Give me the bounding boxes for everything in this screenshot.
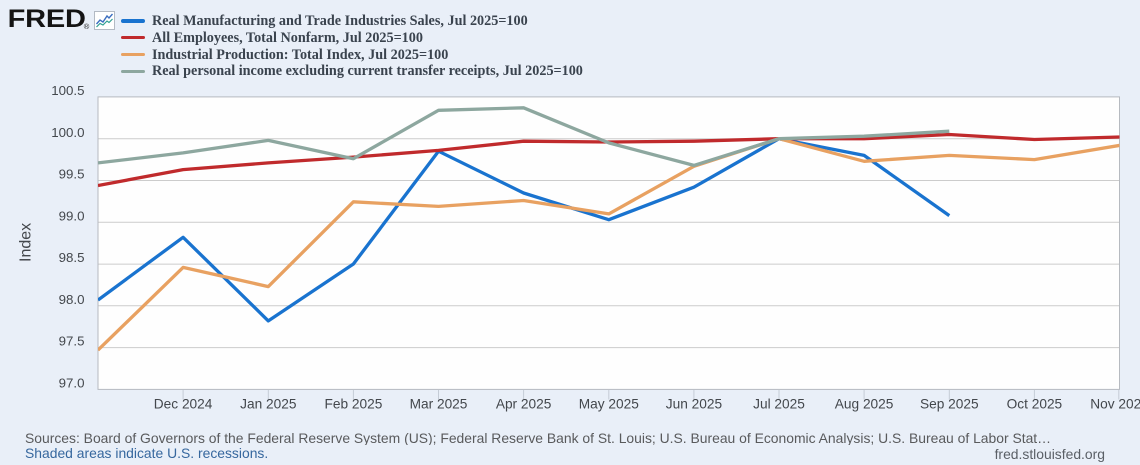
svg-text:98.0: 98.0 bbox=[59, 292, 85, 307]
svg-text:97.0: 97.0 bbox=[59, 376, 85, 391]
svg-text:Mar 2025: Mar 2025 bbox=[410, 397, 468, 412]
svg-text:Feb 2025: Feb 2025 bbox=[324, 397, 382, 412]
svg-text:97.5: 97.5 bbox=[59, 334, 85, 349]
svg-text:Dec 2024: Dec 2024 bbox=[154, 397, 213, 412]
svg-text:Nov 2025: Nov 2025 bbox=[1090, 397, 1140, 412]
svg-text:Aug 2025: Aug 2025 bbox=[835, 397, 894, 412]
svg-text:Jul 2025: Jul 2025 bbox=[753, 397, 805, 412]
svg-text:Sep 2025: Sep 2025 bbox=[920, 397, 979, 412]
svg-text:Oct 2025: Oct 2025 bbox=[1007, 397, 1063, 412]
svg-text:Apr 2025: Apr 2025 bbox=[496, 397, 552, 412]
svg-text:Index: Index bbox=[18, 223, 35, 262]
svg-text:May 2025: May 2025 bbox=[579, 397, 639, 412]
svg-text:100.0: 100.0 bbox=[51, 125, 84, 140]
svg-text:Jan 2025: Jan 2025 bbox=[240, 397, 297, 412]
svg-text:99.0: 99.0 bbox=[59, 208, 85, 223]
svg-text:98.5: 98.5 bbox=[59, 250, 85, 265]
svg-text:Jun 2025: Jun 2025 bbox=[666, 397, 723, 412]
svg-text:99.5: 99.5 bbox=[59, 167, 85, 182]
svg-text:100.5: 100.5 bbox=[51, 83, 84, 98]
